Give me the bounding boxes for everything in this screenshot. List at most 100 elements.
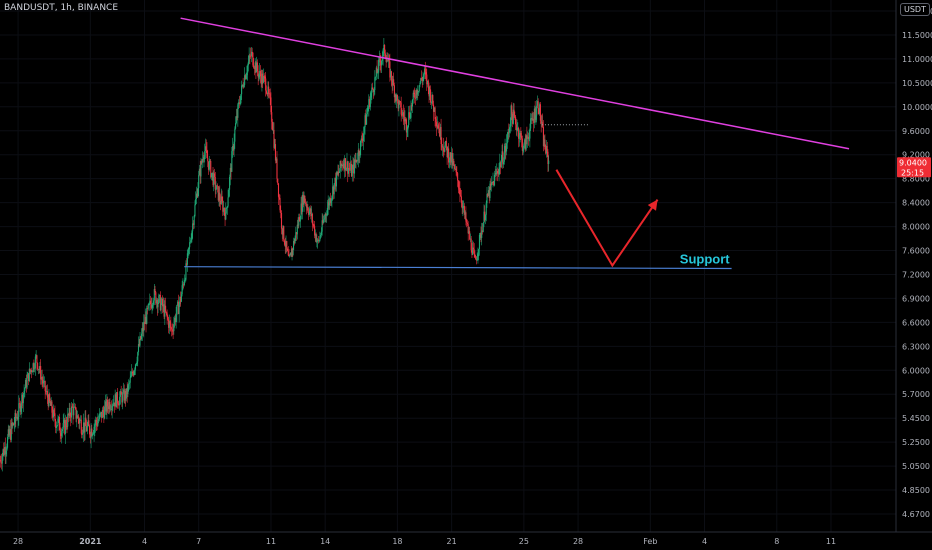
candle: [315, 232, 317, 243]
candle: [543, 135, 545, 147]
x-tick-label: 11: [826, 537, 836, 546]
candle: [425, 65, 427, 81]
candle: [299, 215, 301, 228]
candle: [521, 135, 523, 156]
candle: [306, 200, 308, 211]
candle: [189, 236, 191, 255]
candle: [468, 226, 470, 235]
time-axis[interactable]: 28 2021 4 7 11 14 18 21 25 28 Feb 4 8 11: [13, 537, 836, 546]
candle: [476, 252, 478, 261]
candle: [466, 219, 468, 226]
candle: [253, 57, 255, 69]
candle: [302, 191, 304, 208]
candle: [435, 116, 437, 128]
candle: [453, 158, 455, 167]
candle: [373, 87, 375, 97]
candle: [210, 159, 212, 179]
candle: [85, 410, 87, 427]
candle: [505, 143, 507, 160]
candle: [293, 238, 295, 246]
candle: [372, 82, 374, 90]
candle: [386, 52, 388, 63]
candle: [228, 187, 230, 198]
candle: [132, 370, 134, 378]
candle: [490, 178, 492, 191]
candle: [496, 163, 498, 176]
candle: [183, 274, 185, 287]
candle: [506, 134, 508, 156]
candle: [95, 417, 97, 432]
candle: [539, 102, 541, 125]
candle: [366, 104, 368, 117]
candle: [12, 422, 15, 426]
candle: [31, 367, 33, 379]
candle: [381, 59, 383, 73]
y-tick-label: 8.4000: [902, 199, 930, 208]
candle: [243, 82, 245, 88]
candle: [74, 403, 76, 410]
candle: [359, 140, 362, 158]
candle: [265, 85, 268, 95]
candle: [54, 405, 56, 427]
currency-badge[interactable]: USDT: [900, 3, 930, 16]
candle: [292, 247, 294, 257]
candle: [150, 297, 152, 310]
candle: [113, 395, 115, 407]
candle: [180, 291, 182, 303]
candle: [329, 196, 331, 210]
symbol-title[interactable]: BANDUSDT, 1h, BINANCE: [4, 3, 119, 13]
candle: [511, 102, 513, 121]
candle: [347, 160, 349, 183]
candle: [274, 138, 276, 150]
candle: [515, 118, 517, 136]
candle: [97, 413, 99, 427]
candle: [333, 183, 335, 199]
candle: [502, 143, 504, 169]
candle: [161, 297, 163, 305]
support-line[interactable]: [184, 266, 732, 270]
projection-arrow[interactable]: [555, 169, 659, 268]
candle: [147, 303, 149, 311]
candle: [259, 63, 261, 80]
candle: [493, 181, 495, 186]
candle: [296, 219, 298, 240]
x-tick-label: 4: [142, 537, 147, 546]
candle: [152, 302, 154, 311]
candle: [128, 380, 131, 390]
candle: [311, 212, 313, 232]
candle: [219, 194, 222, 211]
price-axis[interactable]: 12.000011.500011.000010.500010.00009.600…: [902, 7, 932, 519]
candle: [139, 331, 141, 348]
candle: [358, 148, 360, 163]
candle: [58, 416, 60, 423]
candle: [255, 60, 257, 80]
candle: [394, 92, 396, 105]
candle: [472, 240, 474, 256]
candle: [176, 304, 178, 323]
candle: [436, 116, 438, 130]
candle: [254, 58, 256, 74]
candle: [187, 248, 189, 259]
candle: [167, 314, 169, 321]
candle: [527, 131, 529, 148]
candle: [215, 181, 217, 195]
candle: [166, 309, 168, 325]
candle: [235, 116, 237, 130]
candle: [31, 370, 33, 373]
candle: [486, 186, 488, 208]
candle: [123, 384, 125, 404]
candle: [22, 392, 24, 412]
candle: [101, 407, 103, 419]
candle: [106, 394, 108, 420]
candle: [512, 102, 514, 125]
candle: [303, 191, 305, 212]
candle: [280, 210, 283, 235]
candle: [11, 418, 13, 435]
candle: [177, 294, 179, 315]
resistance-trendline[interactable]: [180, 17, 850, 150]
candle: [451, 148, 453, 169]
candle: [140, 335, 142, 341]
candle: [316, 234, 318, 248]
candle: [320, 233, 322, 239]
